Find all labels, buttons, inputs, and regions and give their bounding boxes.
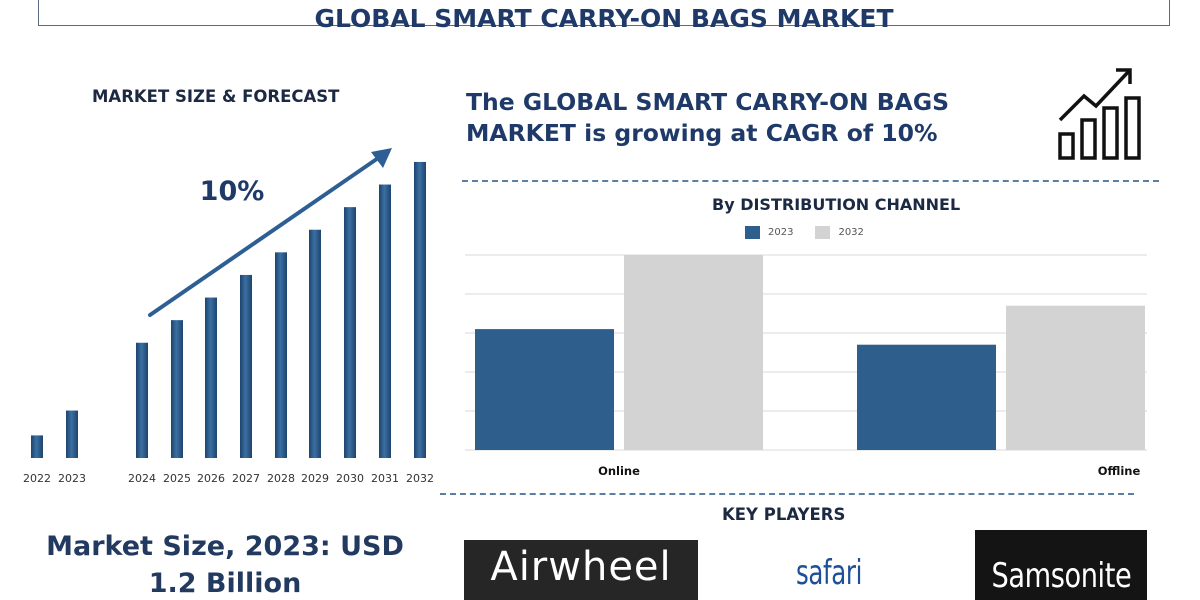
market-size-text: Market Size, 2023: USD 1.2 Billion (46, 531, 404, 600)
legend-swatch-2032 (815, 226, 831, 239)
forecast-bar-2022 (31, 435, 43, 458)
key-players-title: KEY PLAYERS (722, 505, 846, 524)
forecast-tick-label: 2028 (267, 472, 295, 485)
forecast-tick-label: 2027 (232, 472, 260, 485)
forecast-bar-2028 (275, 252, 287, 458)
samsonite-logo: Samsonite (975, 530, 1147, 600)
legend-item-2032: 2032 (815, 226, 864, 239)
legend-swatch-2023 (745, 226, 760, 239)
forecast-tick-label: 2031 (371, 472, 399, 485)
forecast-chart: 2022 2023 2024 2025 2026 2027 2028 2029 2030 2031… (23, 148, 434, 485)
distribution-category-label: Online (598, 464, 640, 478)
divider-top (462, 180, 1159, 182)
forecast-bar-2029 (309, 229, 321, 458)
distribution-category-label: Offline (1098, 464, 1141, 478)
forecast-bar-2032 (414, 161, 426, 458)
distribution-chart: Online Offline (465, 254, 1147, 478)
distribution-legend: 2023 2032 (745, 226, 864, 239)
main-title: GLOBAL SMART CARRY-ON BAGS MARKET (314, 4, 894, 33)
forecast-bar-2024 (136, 342, 148, 458)
legend-item-2023: 2023 (745, 226, 793, 239)
divider-bottom (440, 493, 1134, 495)
forecast-bar-2026 (205, 297, 217, 458)
legend-label-2023: 2023 (768, 227, 794, 238)
forecast-tick-label: 2023 (58, 472, 86, 485)
growth-arrow (148, 148, 392, 317)
forecast-tick-label: 2022 (23, 472, 51, 485)
bar-chart-growth-icon (1058, 68, 1141, 160)
forecast-bar-2027 (240, 274, 252, 458)
distribution-bar-online-2023 (475, 329, 614, 450)
banner: GLOBAL SMART CARRY-ON BAGS MARKET (38, 0, 1170, 31)
cagr-annotation: 10% (200, 176, 265, 207)
forecast-title: MARKET SIZE & FORECAST (92, 87, 340, 106)
forecast-bar-2025 (171, 320, 183, 458)
forecast-tick-label: 2029 (301, 472, 329, 485)
distribution-bar-online-2032 (624, 255, 763, 450)
legend-label-2032: 2032 (838, 227, 864, 238)
safari-logo: safari (796, 553, 863, 593)
distribution-bar-offline-2032 (1006, 305, 1145, 450)
samsonite-logo-text: Samsonite (991, 556, 1131, 596)
forecast-bar-2023 (66, 410, 78, 458)
forecast-bar-2031 (379, 184, 391, 458)
distribution-title: By DISTRIBUTION CHANNEL (712, 195, 961, 214)
distribution-bar-offline-2023 (857, 344, 996, 450)
forecast-tick-label: 2024 (128, 472, 156, 485)
forecast-tick-label: 2030 (336, 472, 364, 485)
airwheel-logo: Airwheel (464, 540, 698, 600)
forecast-tick-label: 2025 (163, 472, 191, 485)
cagr-headline: The GLOBAL SMART CARRY-ON BAGS MARKET is… (466, 88, 950, 148)
forecast-tick-label: 2026 (197, 472, 225, 485)
airwheel-logo-text: Airwheel (490, 544, 672, 590)
forecast-bar-2030 (344, 207, 356, 458)
forecast-tick-label: 2032 (406, 472, 434, 485)
